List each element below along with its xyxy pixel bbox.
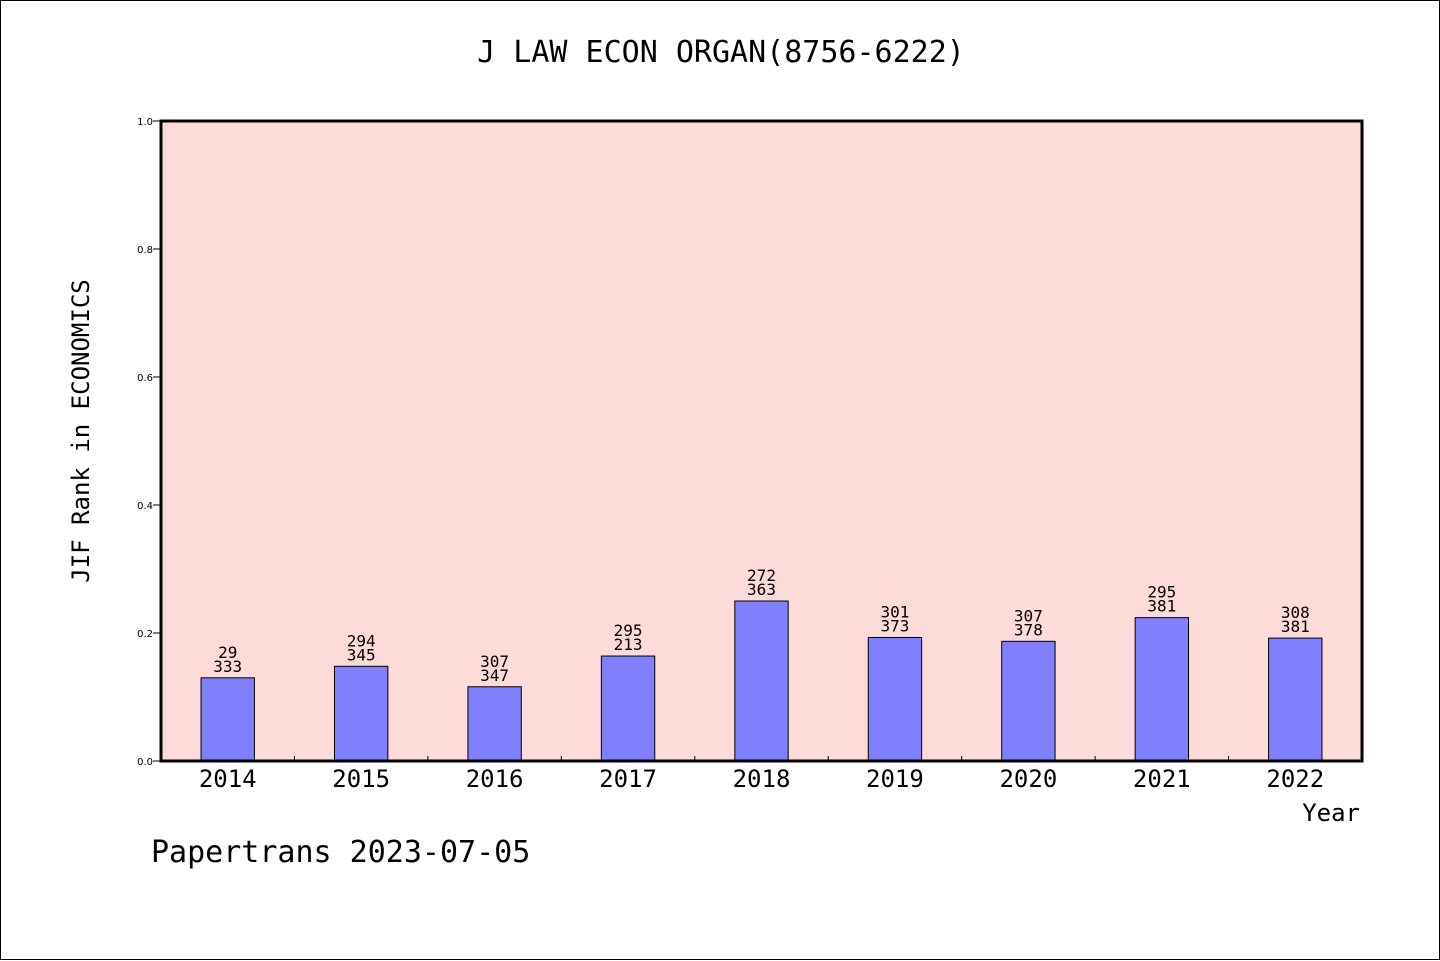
bar-label-rank: 301 bbox=[880, 602, 909, 621]
bar-label-total: 347 bbox=[480, 666, 509, 685]
bar-label-rank: 307 bbox=[1014, 606, 1043, 625]
bar-label-rank: 295 bbox=[1147, 583, 1176, 602]
bar-label-total: 345 bbox=[347, 645, 376, 664]
y-tick-label: 0.4 bbox=[137, 501, 153, 512]
y-tick-label: 0.2 bbox=[137, 629, 153, 640]
bar-label-total: 363 bbox=[747, 580, 776, 599]
bar-label-total: 333 bbox=[213, 657, 242, 676]
bar-label-rank: 29 bbox=[218, 643, 237, 662]
x-axis-label: Year bbox=[1302, 799, 1360, 827]
x-tick-label: 2018 bbox=[733, 765, 791, 793]
x-tick-label: 2014 bbox=[199, 765, 257, 793]
y-tick-label: 1.0 bbox=[137, 117, 153, 128]
footer-credit: Papertrans 2023-07-05 bbox=[151, 835, 531, 870]
bar-label-total: 381 bbox=[1281, 617, 1310, 636]
bar bbox=[467, 686, 522, 762]
x-tick-label: 2016 bbox=[466, 765, 524, 793]
y-tick-label: 0.6 bbox=[137, 373, 153, 384]
bar-label-rank: 295 bbox=[614, 621, 643, 640]
chart-title: J LAW ECON ORGAN(8756-6222) bbox=[477, 35, 965, 70]
x-tick-label: 2021 bbox=[1133, 765, 1191, 793]
bar-label-total: 378 bbox=[1014, 620, 1043, 639]
bar bbox=[1134, 617, 1190, 762]
x-tick-label: 2022 bbox=[1266, 765, 1324, 793]
bar-label-total: 381 bbox=[1147, 597, 1176, 616]
x-tick-label: 2017 bbox=[599, 765, 657, 793]
bar bbox=[1001, 640, 1056, 762]
bar bbox=[600, 655, 656, 762]
bar-label-rank: 294 bbox=[347, 631, 376, 650]
x-tick-label: 2015 bbox=[332, 765, 390, 793]
bar-label-rank: 272 bbox=[747, 566, 776, 585]
bar-label-total: 373 bbox=[880, 616, 909, 635]
bar bbox=[1268, 637, 1323, 762]
x-tick-label: 2019 bbox=[866, 765, 924, 793]
bar bbox=[867, 636, 923, 762]
bar bbox=[333, 665, 389, 762]
bar-label-total: 213 bbox=[614, 635, 643, 654]
bar-label-rank: 308 bbox=[1281, 603, 1310, 622]
plot-border bbox=[159, 119, 1364, 763]
bar bbox=[200, 677, 255, 762]
y-axis-label: JIF Rank in ECONOMICS bbox=[67, 279, 95, 582]
bar bbox=[734, 600, 789, 762]
bar-label-rank: 307 bbox=[480, 652, 509, 671]
y-tick-label: 0.0 bbox=[137, 757, 153, 768]
x-tick-label: 2020 bbox=[999, 765, 1057, 793]
y-tick-label: 0.8 bbox=[137, 245, 153, 256]
